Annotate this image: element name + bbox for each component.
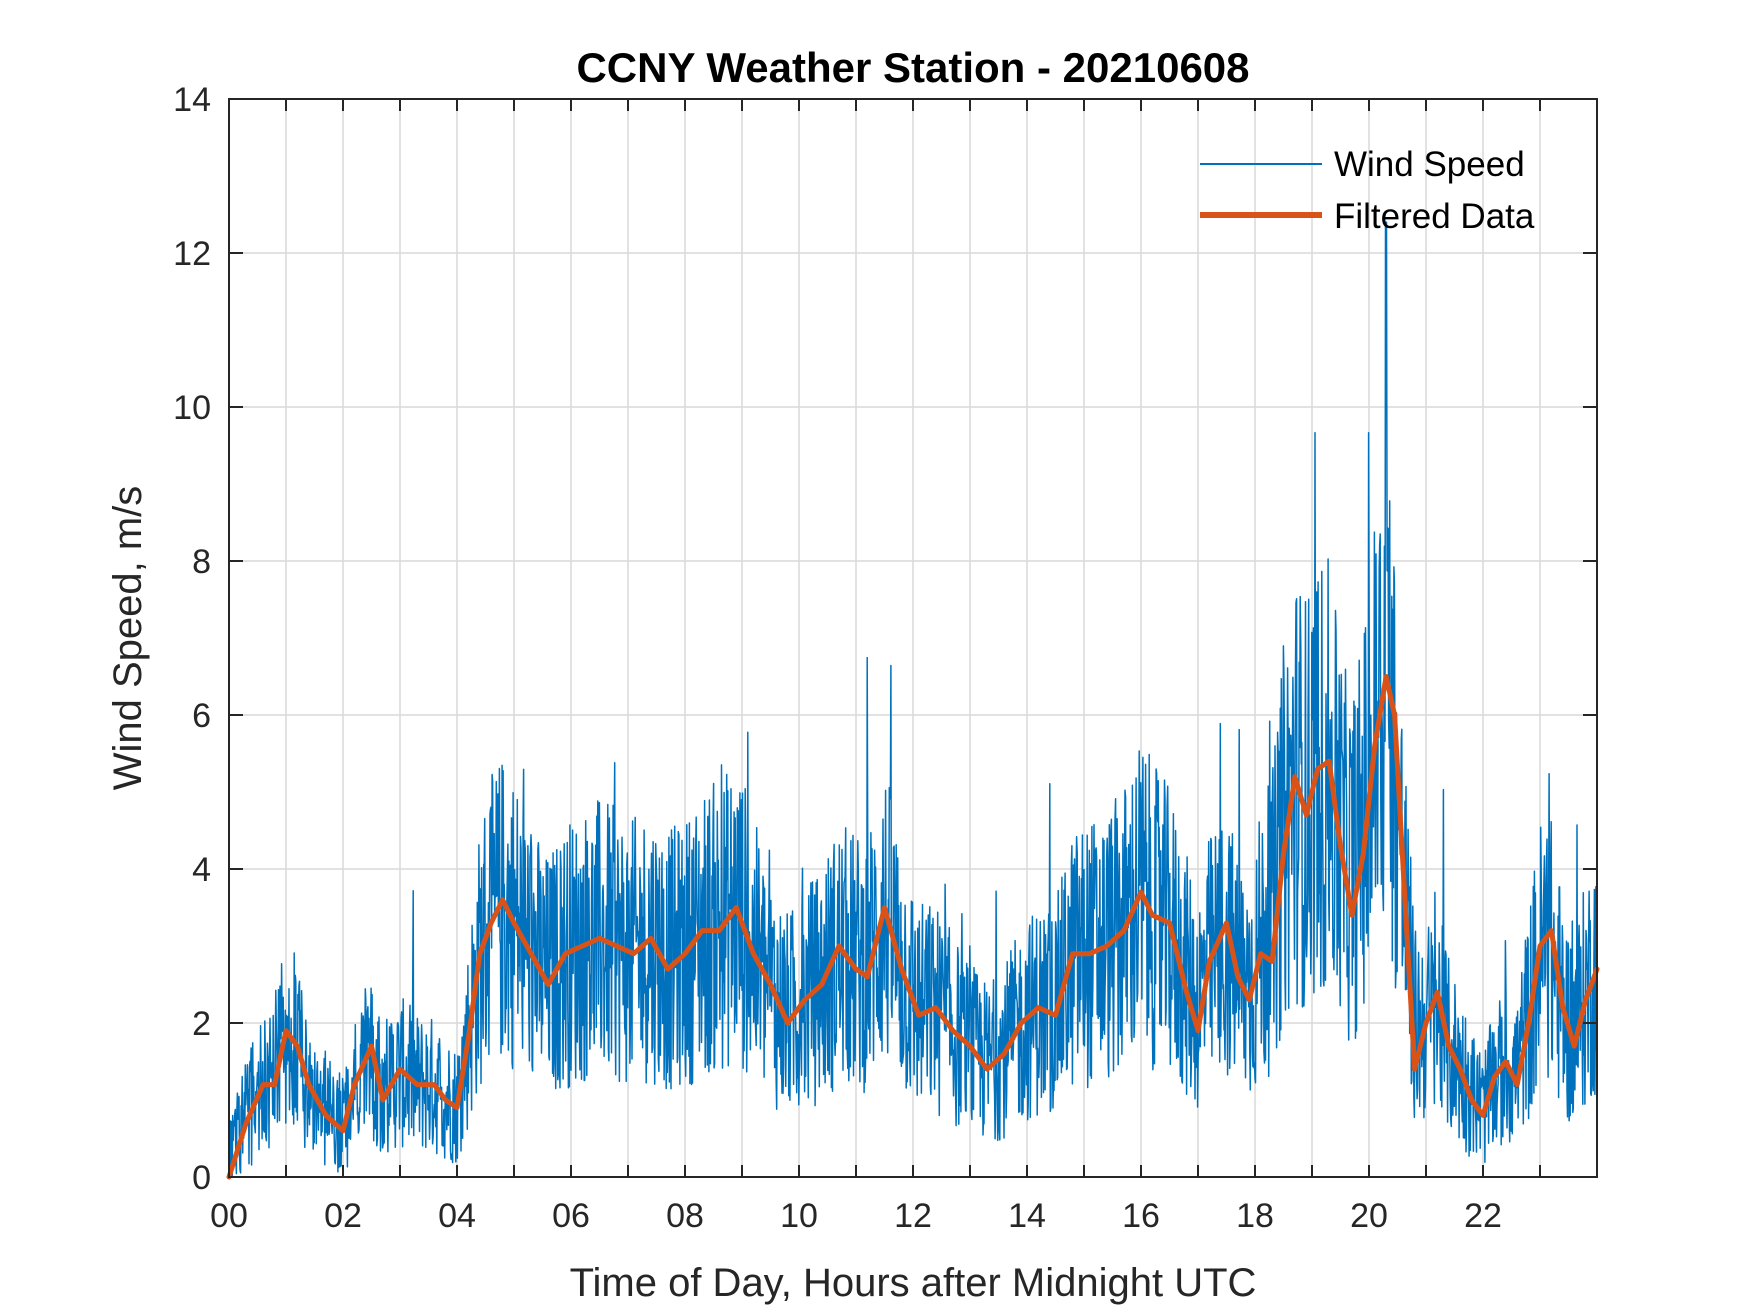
x-tick-label: 18 [1236, 1197, 1274, 1235]
x-tick-label: 00 [210, 1197, 248, 1235]
y-tick-label: 10 [173, 389, 211, 427]
x-tick-labels: 00 02 04 06 08 10 12 14 16 18 20 22 [210, 1197, 1502, 1235]
y-tick-label: 0 [192, 1159, 211, 1197]
y-axis-label: Wind Speed, m/s [106, 486, 150, 791]
y-tick-label: 4 [192, 851, 211, 889]
axis-ticks [229, 98, 1597, 1178]
y-tick-labels: 0 2 4 6 8 10 12 14 [173, 81, 211, 1197]
legend: Wind Speed Filtered Data [1200, 145, 1535, 236]
x-tick-label: 06 [552, 1197, 590, 1235]
x-tick-label: 16 [1122, 1197, 1160, 1235]
series-layer [226, 221, 1600, 1180]
y-tick-label: 6 [192, 697, 211, 735]
series-filtered-data-line [226, 674, 1600, 1180]
x-tick-label: 08 [666, 1197, 704, 1235]
x-axis-label: Time of Day, Hours after Midnight UTC [570, 1261, 1257, 1305]
x-tick-label: 20 [1350, 1197, 1388, 1235]
chart-title: CCNY Weather Station - 20210608 [576, 44, 1249, 91]
y-tick-label: 14 [173, 81, 211, 119]
x-tick-label: 04 [438, 1197, 476, 1235]
y-tick-label: 12 [173, 235, 211, 273]
legend-label-filtered-data: Filtered Data [1334, 197, 1535, 236]
x-tick-label: 12 [894, 1197, 932, 1235]
legend-label-wind-speed: Wind Speed [1334, 145, 1525, 184]
y-tick-label: 2 [192, 1005, 211, 1043]
x-tick-label: 22 [1464, 1197, 1502, 1235]
x-tick-label: 02 [324, 1197, 362, 1235]
x-tick-label: 14 [1008, 1197, 1046, 1235]
y-tick-label: 8 [192, 543, 211, 581]
x-tick-label: 10 [780, 1197, 818, 1235]
